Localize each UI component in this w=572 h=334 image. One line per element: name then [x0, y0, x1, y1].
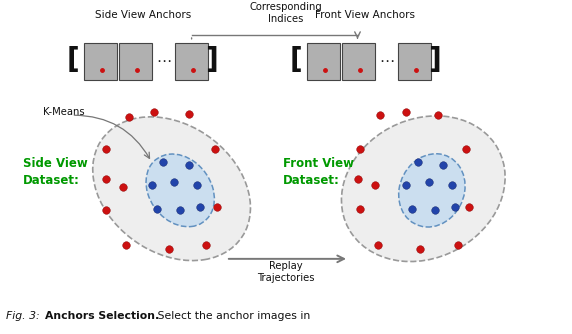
Bar [398, 43, 431, 80]
Text: ]: ] [205, 46, 218, 74]
Bar [175, 43, 208, 80]
Text: Front View
Dataset:: Front View Dataset: [283, 157, 354, 187]
Text: Anchors Selection.: Anchors Selection. [45, 311, 159, 321]
Ellipse shape [341, 116, 505, 262]
Text: [: [ [290, 46, 303, 74]
Text: Select the anchor images in: Select the anchor images in [154, 311, 311, 321]
Bar [342, 43, 375, 80]
Text: Corresponding
Indices: Corresponding Indices [249, 2, 323, 24]
Ellipse shape [146, 154, 214, 227]
Text: [: [ [67, 46, 80, 74]
Bar [84, 43, 117, 80]
Bar [119, 43, 152, 80]
Text: Side View Anchors: Side View Anchors [95, 10, 191, 20]
Text: K-Means: K-Means [43, 107, 85, 117]
Text: Replay
Trajectories: Replay Trajectories [257, 261, 315, 284]
Bar [307, 43, 340, 80]
Ellipse shape [93, 117, 251, 261]
Text: Side View
Dataset:: Side View Dataset: [23, 157, 88, 187]
Text: ⋯: ⋯ [380, 54, 395, 69]
Ellipse shape [399, 154, 465, 227]
Text: Fig. 3:: Fig. 3: [6, 311, 39, 321]
Text: ]: ] [428, 46, 441, 74]
Text: ⋯: ⋯ [157, 54, 172, 69]
Text: Front View Anchors: Front View Anchors [315, 10, 415, 20]
